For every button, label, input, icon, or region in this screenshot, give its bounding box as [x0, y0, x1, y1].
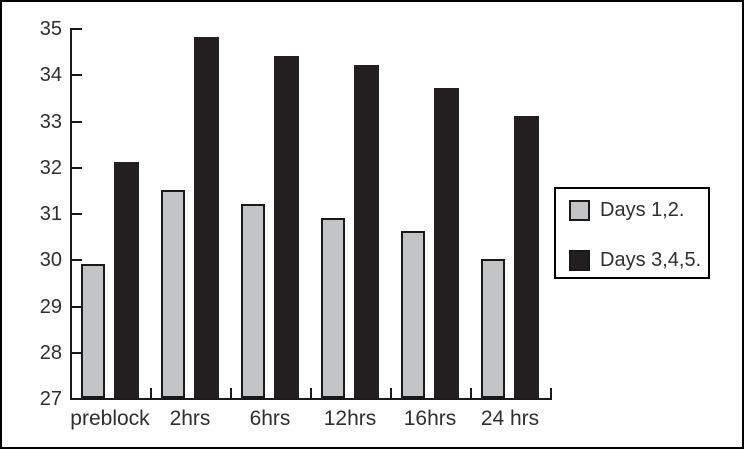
x-axis-tick [230, 388, 232, 398]
y-axis-tick-label: 27 [39, 388, 62, 410]
y-axis-tick-label: 33 [39, 110, 62, 133]
y-axis-tick-label: 32 [39, 156, 62, 179]
x-axis-category-label: 24 hrs [480, 407, 540, 430]
legend: Days 1,2. Days 3,4,5. [554, 187, 710, 279]
bar-days-3-4-5-12hrs [354, 65, 379, 398]
y-axis-tick [72, 28, 82, 30]
bar-days-3-4-5-16hrs [434, 88, 459, 398]
x-axis-tick [150, 388, 152, 398]
y-axis-tick-label: 29 [39, 295, 62, 318]
x-axis-tick [390, 388, 392, 398]
legend-label-days-3-4-5: Days 3,4,5. [600, 248, 702, 271]
y-axis-tick [72, 74, 82, 77]
x-axis-line [70, 398, 552, 400]
y-axis-tick [72, 120, 82, 123]
bar-days-1-2-16hrs [401, 231, 425, 398]
y-axis-tick [72, 213, 82, 215]
x-axis-category-label: 2hrs [169, 407, 211, 430]
x-axis-category-label: 6hrs [249, 407, 291, 430]
y-axis-tick-label: 34 [39, 64, 62, 87]
bar-days-1-2-2hrs [161, 190, 185, 398]
x-axis-tick [550, 388, 552, 398]
x-axis-category-label: 16hrs [403, 407, 457, 430]
y-axis-line [70, 28, 72, 400]
legend-swatch-days-1-2 [569, 199, 590, 221]
legend-item-days-3-4-5: Days 3,4,5. [569, 247, 701, 273]
x-axis-tick [310, 388, 312, 398]
x-axis-category-label: 12hrs [323, 407, 377, 430]
bar-days-1-2-24-hrs [481, 259, 505, 398]
y-axis-tick [72, 351, 82, 354]
x-axis-category-label: preblock [70, 407, 150, 430]
bar-days-3-4-5-6hrs [274, 56, 299, 398]
bar-days-1-2-12hrs [321, 218, 345, 398]
legend-swatch-days-3-4-5 [569, 249, 590, 271]
y-axis-tick-label: 28 [39, 341, 62, 364]
bar-days-3-4-5-24-hrs [514, 116, 539, 398]
y-axis-tick-label: 31 [39, 203, 62, 225]
y-axis-tick [72, 166, 82, 169]
bar-days-3-4-5-2hrs [194, 37, 219, 398]
y-axis-tick-label: 35 [39, 18, 62, 40]
bar-days-3-4-5-preblock [114, 162, 139, 398]
y-axis-tick [72, 305, 82, 308]
bar-days-1-2-preblock [81, 264, 105, 398]
y-axis-tick [72, 398, 82, 400]
legend-label-days-1-2: Days 1,2. [600, 198, 685, 221]
bar-days-1-2-6hrs [241, 204, 265, 398]
x-axis-tick [470, 388, 472, 398]
y-axis-tick-label: 30 [39, 249, 62, 272]
y-axis-tick [72, 259, 82, 262]
legend-item-days-1-2: Days 1,2. [569, 197, 684, 223]
